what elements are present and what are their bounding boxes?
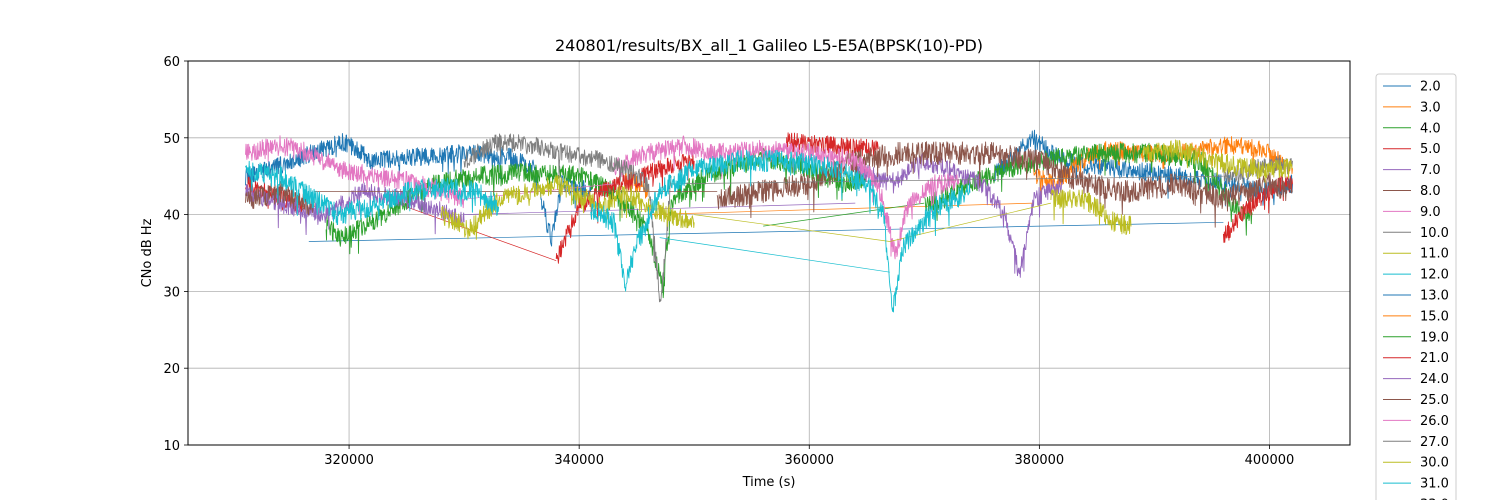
legend-entry: 13.0 [1420, 289, 1449, 304]
series-line [648, 202, 1034, 215]
axis-ticks: 320000 340000 360000 380000 400000 10 20 30 40 50… [163, 55, 1294, 468]
series-line [613, 135, 960, 260]
x-tick-label: 340000 [554, 453, 604, 468]
legend-entry: 4.0 [1420, 121, 1441, 136]
chart-title: 240801/results/BX_all_1 Galileo L5-E5A(B… [555, 36, 983, 56]
legend-entry: 31.0 [1420, 477, 1449, 492]
y-tick-label: 20 [163, 362, 180, 377]
y-tick-label: 40 [163, 209, 180, 224]
series-12.0 [245, 149, 971, 313]
legend-entry: 12.0 [1420, 268, 1449, 283]
series-line [245, 182, 465, 236]
y-tick-label: 50 [163, 132, 180, 147]
legend-entry: 33.0 [1420, 498, 1449, 500]
series-line [463, 133, 672, 303]
y-tick-label: 30 [163, 285, 180, 300]
series-line [694, 202, 1051, 242]
series-line [245, 160, 500, 226]
legend-entry: 15.0 [1420, 309, 1449, 324]
legend-entry: 25.0 [1420, 393, 1449, 408]
legend-entry: 11.0 [1420, 247, 1449, 262]
series-line [992, 129, 1293, 207]
legend-entry: 3.0 [1420, 100, 1441, 115]
legend: 2.0 3.0 4.0 5.0 7.0 8.0 9.0 10.0 11.0 12.0 13.0 15.… [1375, 73, 1457, 500]
x-tick-label: 380000 [1015, 453, 1065, 468]
legend-entry: 26.0 [1420, 414, 1449, 429]
legend-entry: 27.0 [1420, 435, 1449, 450]
y-tick-label: 10 [163, 439, 180, 454]
series-line [406, 206, 557, 262]
legend-entry: 10.0 [1420, 226, 1449, 241]
legend-entry: 19.0 [1420, 330, 1449, 345]
x-tick-label: 320000 [324, 453, 374, 468]
y-tick-label: 60 [163, 55, 180, 70]
legend-entry: 21.0 [1420, 351, 1449, 366]
legend-box [1375, 73, 1457, 500]
series-line [763, 202, 925, 227]
legend-entry: 7.0 [1420, 163, 1441, 178]
legend-entry: 2.0 [1420, 80, 1441, 95]
y-axis-label: CNo dB Hz [140, 218, 155, 287]
legend-entry: 9.0 [1420, 205, 1441, 220]
series-line [671, 175, 1224, 185]
series-line [308, 221, 1224, 242]
x-tick-label: 360000 [784, 453, 834, 468]
legend-entry: 30.0 [1420, 456, 1449, 471]
plot-series [245, 129, 1293, 313]
series-line [1142, 139, 1293, 183]
series-line [659, 237, 890, 273]
series-line [1050, 188, 1132, 236]
x-tick-label: 400000 [1245, 453, 1295, 468]
legend-entry: 8.0 [1420, 184, 1441, 199]
series-line [854, 153, 1063, 278]
plot-frame [187, 60, 1351, 446]
legend-entry: 5.0 [1420, 142, 1441, 157]
x-axis-label: Time (s) [742, 475, 796, 490]
legend-entry: 24.0 [1420, 372, 1449, 387]
series-line [590, 149, 971, 313]
series-line [785, 132, 879, 163]
